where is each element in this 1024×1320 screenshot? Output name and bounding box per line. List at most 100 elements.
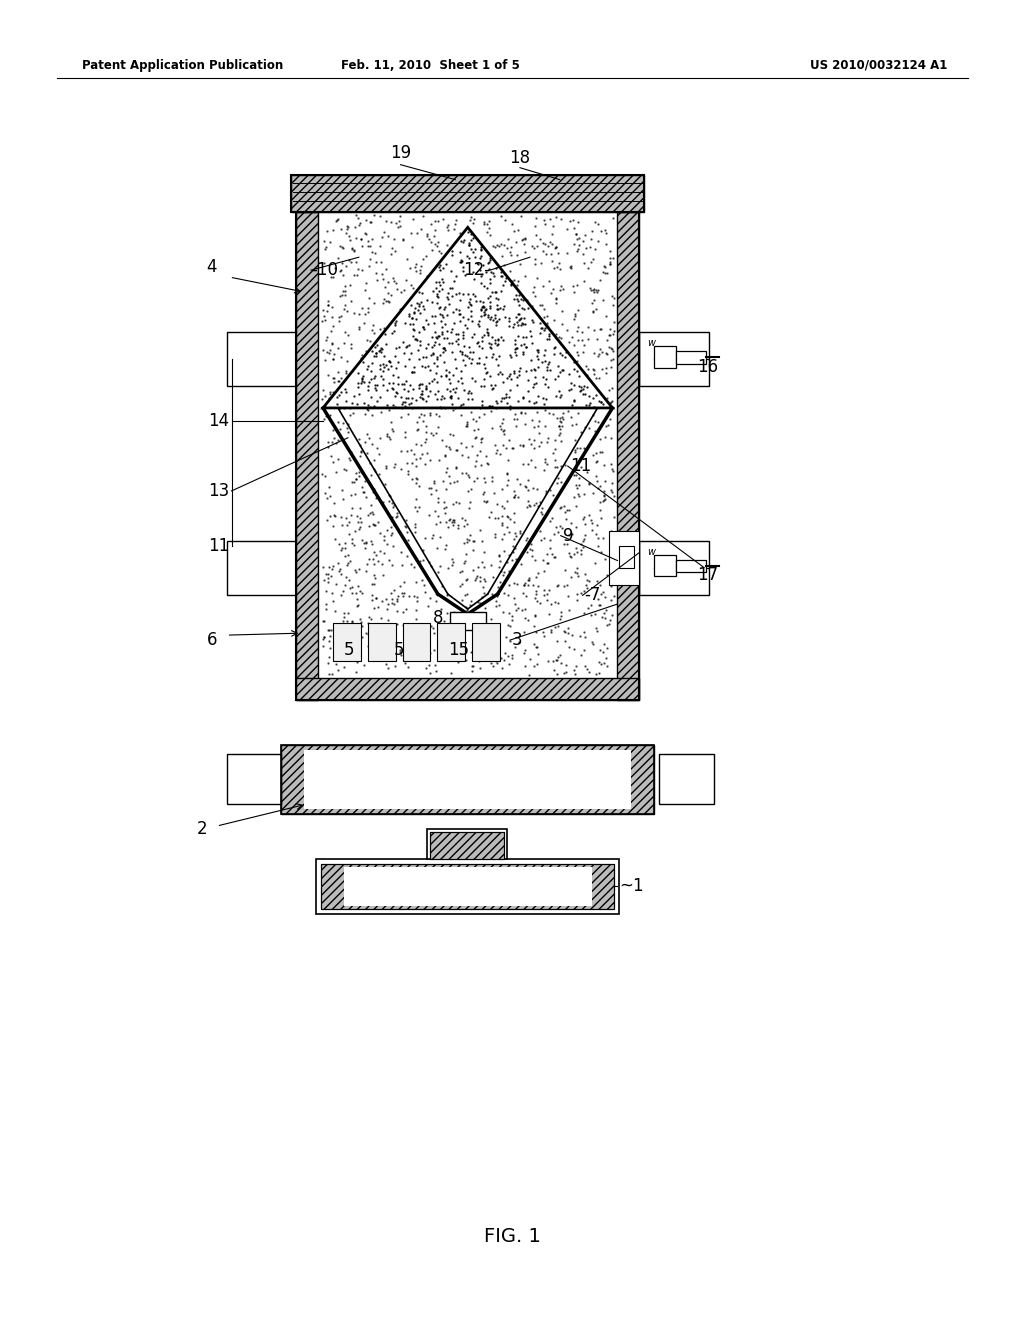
Point bbox=[396, 350, 413, 371]
Point bbox=[549, 455, 565, 477]
Point bbox=[413, 338, 429, 359]
Point bbox=[397, 355, 414, 376]
Point bbox=[376, 623, 392, 644]
Point bbox=[337, 321, 353, 342]
Point bbox=[556, 663, 572, 684]
Point bbox=[573, 421, 590, 442]
Point bbox=[486, 297, 503, 318]
Point bbox=[510, 271, 526, 292]
Point bbox=[372, 387, 388, 408]
Point bbox=[541, 271, 557, 292]
Point bbox=[506, 486, 522, 507]
Point bbox=[463, 305, 479, 326]
Point bbox=[321, 436, 337, 457]
Point bbox=[456, 532, 472, 553]
Point bbox=[596, 486, 612, 507]
Point bbox=[424, 345, 440, 366]
Point bbox=[574, 342, 591, 363]
Point bbox=[583, 228, 599, 249]
Point bbox=[527, 285, 544, 306]
Point bbox=[500, 470, 516, 491]
Point bbox=[531, 411, 548, 432]
Point bbox=[589, 281, 605, 302]
Point bbox=[494, 506, 510, 527]
Point bbox=[605, 294, 622, 315]
Point bbox=[516, 642, 532, 663]
Point bbox=[515, 234, 531, 255]
Point bbox=[400, 393, 417, 414]
Point bbox=[511, 294, 527, 315]
Text: 5: 5 bbox=[344, 642, 354, 659]
Point bbox=[589, 470, 605, 491]
Point bbox=[586, 364, 602, 385]
Point bbox=[541, 579, 557, 601]
Point bbox=[336, 333, 352, 354]
Point bbox=[527, 253, 544, 275]
Point bbox=[595, 393, 611, 414]
Point bbox=[407, 319, 423, 341]
Point bbox=[416, 317, 432, 338]
Point bbox=[500, 339, 516, 360]
Point bbox=[339, 351, 355, 372]
Point bbox=[361, 515, 378, 536]
Point bbox=[515, 387, 531, 408]
Point bbox=[385, 228, 401, 249]
Point bbox=[324, 432, 340, 453]
Point bbox=[526, 549, 543, 570]
Point bbox=[438, 379, 455, 400]
Point bbox=[336, 657, 352, 678]
Point bbox=[519, 496, 536, 517]
Point bbox=[495, 421, 511, 442]
Point bbox=[366, 541, 382, 562]
Point bbox=[477, 288, 494, 309]
Bar bbox=[296, 213, 639, 700]
Point bbox=[494, 363, 510, 384]
Point bbox=[443, 663, 460, 684]
Point bbox=[315, 627, 332, 648]
Point bbox=[409, 590, 425, 611]
Point bbox=[586, 289, 602, 310]
Point bbox=[373, 252, 389, 273]
Point bbox=[420, 356, 436, 378]
Point bbox=[472, 352, 488, 374]
Point bbox=[434, 342, 451, 363]
Point bbox=[548, 207, 564, 228]
Point bbox=[497, 391, 513, 412]
Point bbox=[346, 535, 362, 556]
Point bbox=[461, 466, 477, 487]
Point bbox=[426, 224, 442, 246]
Point bbox=[599, 387, 615, 408]
Point bbox=[331, 306, 347, 327]
Point bbox=[568, 557, 585, 578]
Point bbox=[340, 325, 356, 346]
Point bbox=[466, 392, 482, 413]
Point bbox=[486, 434, 503, 455]
Point bbox=[396, 582, 413, 603]
Point bbox=[512, 308, 528, 329]
Point bbox=[486, 527, 503, 548]
Point bbox=[463, 230, 479, 251]
Point bbox=[452, 242, 468, 263]
Point bbox=[369, 334, 385, 355]
Point bbox=[456, 292, 472, 313]
Point bbox=[601, 253, 617, 275]
Point bbox=[361, 236, 378, 257]
Point bbox=[462, 491, 478, 512]
Point bbox=[421, 347, 437, 368]
Point bbox=[590, 412, 606, 433]
Point bbox=[575, 639, 592, 660]
Point bbox=[535, 387, 551, 408]
Point bbox=[465, 409, 481, 430]
Point bbox=[515, 228, 531, 249]
Point bbox=[502, 345, 518, 366]
Point bbox=[475, 255, 492, 276]
Point bbox=[597, 648, 613, 669]
Point bbox=[378, 211, 394, 232]
Point bbox=[436, 339, 453, 360]
Point bbox=[401, 314, 418, 335]
Point bbox=[381, 426, 397, 447]
Point bbox=[326, 348, 342, 370]
Point bbox=[502, 309, 518, 330]
Point bbox=[490, 645, 507, 667]
Point bbox=[431, 644, 447, 665]
